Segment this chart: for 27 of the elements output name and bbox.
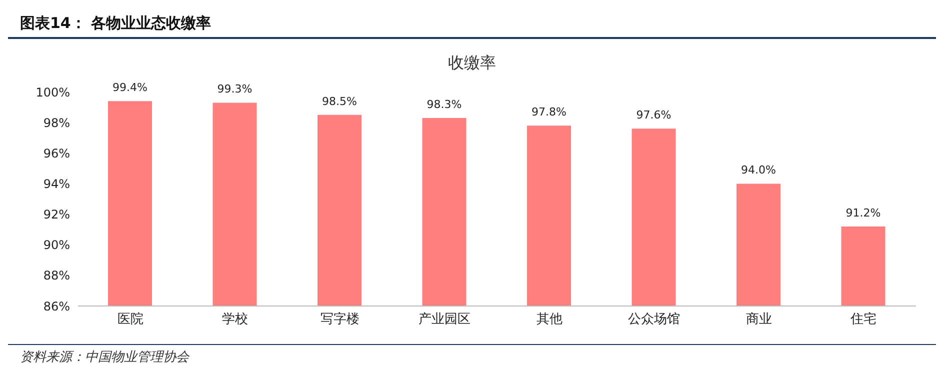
x-tick-label: 医院: [117, 312, 144, 328]
data-label: 99.3%: [217, 82, 252, 96]
y-tick-label: 100%: [36, 85, 70, 100]
x-tick-label: 公众场馆: [628, 312, 680, 328]
data-label: 91.2%: [846, 206, 881, 220]
chart-subtitle: 收缴率: [447, 53, 497, 74]
x-tick-label: 产业园区: [418, 312, 471, 328]
data-label: 98.5%: [322, 94, 357, 108]
data-label: 99.4%: [112, 81, 148, 94]
y-tick-label: 88%: [43, 268, 70, 283]
data-label: 97.6%: [636, 108, 672, 122]
y-tick-label: 92%: [43, 208, 70, 222]
y-tick-label: 90%: [43, 238, 70, 252]
x-tick-label: 其他: [536, 312, 562, 328]
data-label: 97.8%: [532, 106, 566, 119]
x-tick-label: 学校: [222, 312, 248, 328]
text: 资料来源：中国物业管理协会: [20, 350, 189, 365]
y-tick-label: 86%: [43, 299, 70, 314]
y-tick-label: 94%: [43, 176, 70, 191]
x-tick-label: 写字楼: [320, 311, 360, 328]
data-label: 94.0%: [741, 164, 776, 177]
data-label: 98.3%: [426, 98, 462, 111]
chart-title: 图表14： 各物业业态收缴率: [8, 8, 936, 39]
x-tick-label: 住宅: [850, 311, 877, 328]
y-tick-label: 96%: [43, 146, 70, 160]
y-tick-label: 98%: [43, 116, 70, 130]
x-tick-label: 商业: [746, 312, 772, 328]
